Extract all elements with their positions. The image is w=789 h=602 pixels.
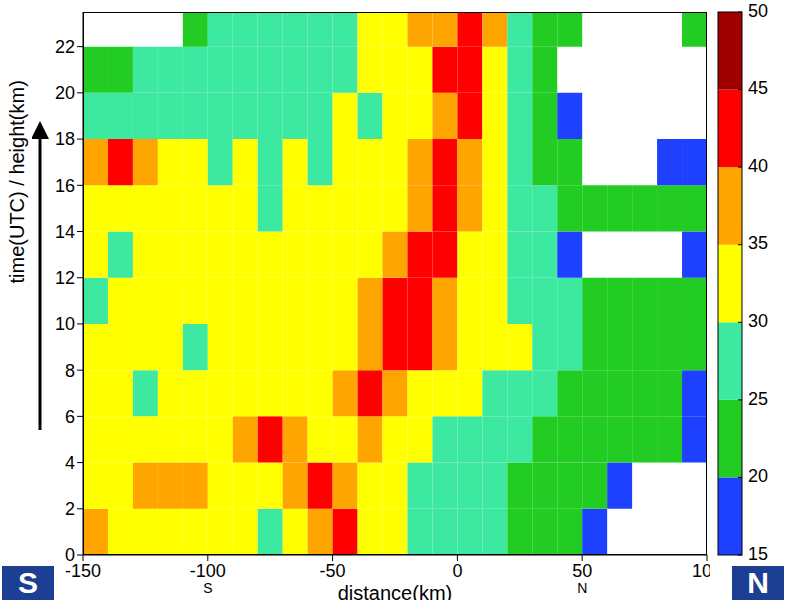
svg-text:14: 14: [55, 222, 75, 242]
svg-text:0: 0: [65, 545, 75, 565]
svg-text:2: 2: [65, 499, 75, 519]
svg-text:40: 40: [748, 156, 768, 176]
svg-text:4: 4: [65, 453, 75, 473]
svg-text:S: S: [203, 580, 212, 596]
svg-text:0: 0: [452, 561, 462, 581]
svg-text:50: 50: [572, 561, 592, 581]
svg-text:16: 16: [55, 176, 75, 196]
svg-text:8: 8: [65, 361, 75, 381]
svg-text:distance(km): distance(km): [338, 582, 452, 600]
svg-text:time(UTC) / height(km): time(UTC) / height(km): [6, 80, 28, 283]
svg-text:50: 50: [748, 1, 768, 21]
svg-text:12: 12: [55, 268, 75, 288]
svg-text:20: 20: [55, 83, 75, 103]
svg-text:30: 30: [748, 311, 768, 331]
svg-text:100: 100: [692, 561, 710, 581]
html-text:S: S: [18, 566, 38, 599]
svg-text:-50: -50: [320, 561, 346, 581]
html-text:N: N: [747, 566, 769, 599]
svg-text:15: 15: [748, 544, 768, 564]
svg-text:-150: -150: [65, 561, 101, 581]
svg-text:6: 6: [65, 407, 75, 427]
svg-text:-100: -100: [190, 561, 226, 581]
svg-text:18: 18: [55, 129, 75, 149]
svg-text:N: N: [577, 580, 587, 596]
svg-text:10: 10: [55, 314, 75, 334]
svg-text:22: 22: [55, 37, 75, 57]
svg-text:25: 25: [748, 389, 768, 409]
svg-text:45: 45: [748, 78, 768, 98]
svg-text:20: 20: [748, 466, 768, 486]
svg-text:35: 35: [748, 233, 768, 253]
